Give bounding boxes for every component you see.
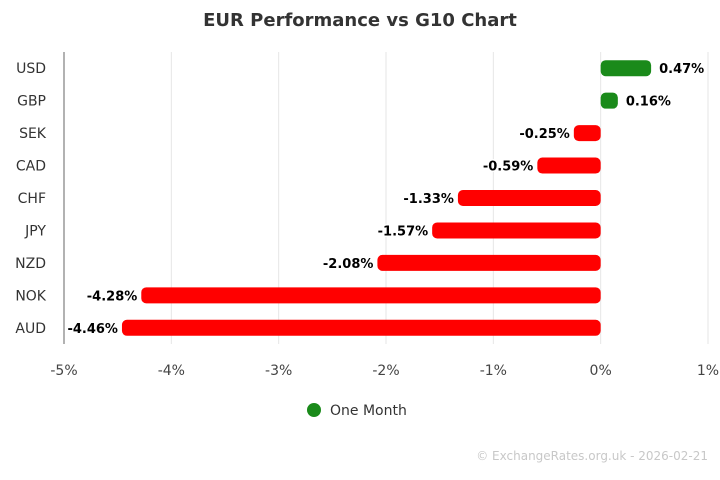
category-label: CAD	[16, 159, 46, 175]
data-label: -4.28%	[87, 289, 138, 304]
x-axis-tick-labels: -5% -4% -3% -2% -1% 0% 1%	[50, 363, 719, 379]
bars	[121, 60, 652, 336]
chart-title: EUR Performance vs G10 Chart	[203, 10, 517, 31]
x-tick-label: 1%	[697, 363, 719, 379]
data-label: -4.46%	[67, 322, 118, 337]
category-label: NOK	[15, 288, 46, 304]
data-label: 0.47%	[659, 62, 704, 77]
legend-label: One Month	[330, 403, 407, 419]
category-label: JPY	[24, 223, 46, 239]
data-label: -1.57%	[378, 224, 429, 239]
bar	[457, 190, 601, 206]
x-tick-label: -1%	[480, 363, 507, 379]
category-label: NZD	[15, 256, 46, 272]
bar	[573, 125, 601, 142]
data-labels: 0.47% 0.16% -0.25% -0.59% -1.33% -1.57% -2.08%…	[66, 61, 706, 339]
data-label: 0.16%	[626, 95, 671, 110]
bar	[600, 60, 652, 77]
legend[interactable]: One Month	[307, 403, 407, 419]
data-label: -0.25%	[519, 127, 570, 142]
category-label: SEK	[19, 126, 47, 142]
credit-text: © ExchangeRates.org.uk - 2026-02-21	[476, 449, 708, 463]
data-label: -2.08%	[323, 257, 374, 272]
bar	[141, 287, 601, 304]
legend-marker	[307, 403, 321, 417]
x-tick-label: -2%	[372, 363, 399, 379]
bar	[537, 157, 601, 174]
category-label: USD	[16, 61, 46, 77]
bar	[377, 254, 601, 271]
x-tick-label: -4%	[158, 363, 185, 379]
x-tick-label: -5%	[50, 363, 77, 379]
bar	[600, 92, 618, 109]
bar	[121, 319, 601, 336]
category-label: CHF	[18, 191, 46, 207]
x-tick-label: -3%	[265, 363, 292, 379]
bar	[432, 222, 601, 239]
data-label: -1.33%	[403, 192, 454, 207]
category-label: AUD	[15, 321, 46, 337]
category-labels: USD GBP SEK CAD CHF JPY NZD NOK AUD	[15, 61, 47, 337]
category-label: GBP	[17, 94, 46, 110]
data-label: -0.59%	[483, 160, 534, 175]
x-tick-label: 0%	[590, 363, 612, 379]
